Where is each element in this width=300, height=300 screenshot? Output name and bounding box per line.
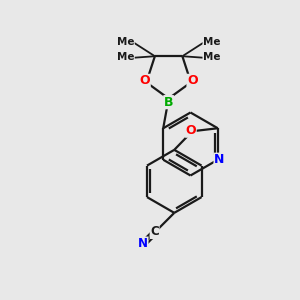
Text: O: O xyxy=(185,124,196,137)
Text: Me: Me xyxy=(117,37,134,46)
Text: O: O xyxy=(140,74,150,87)
Text: C: C xyxy=(150,225,159,239)
Text: O: O xyxy=(187,74,198,87)
Text: Me: Me xyxy=(117,52,134,61)
Text: N: N xyxy=(214,153,224,166)
Text: Me: Me xyxy=(203,37,220,46)
Text: Me: Me xyxy=(203,52,220,61)
Text: B: B xyxy=(164,96,173,109)
Text: N: N xyxy=(138,237,148,250)
